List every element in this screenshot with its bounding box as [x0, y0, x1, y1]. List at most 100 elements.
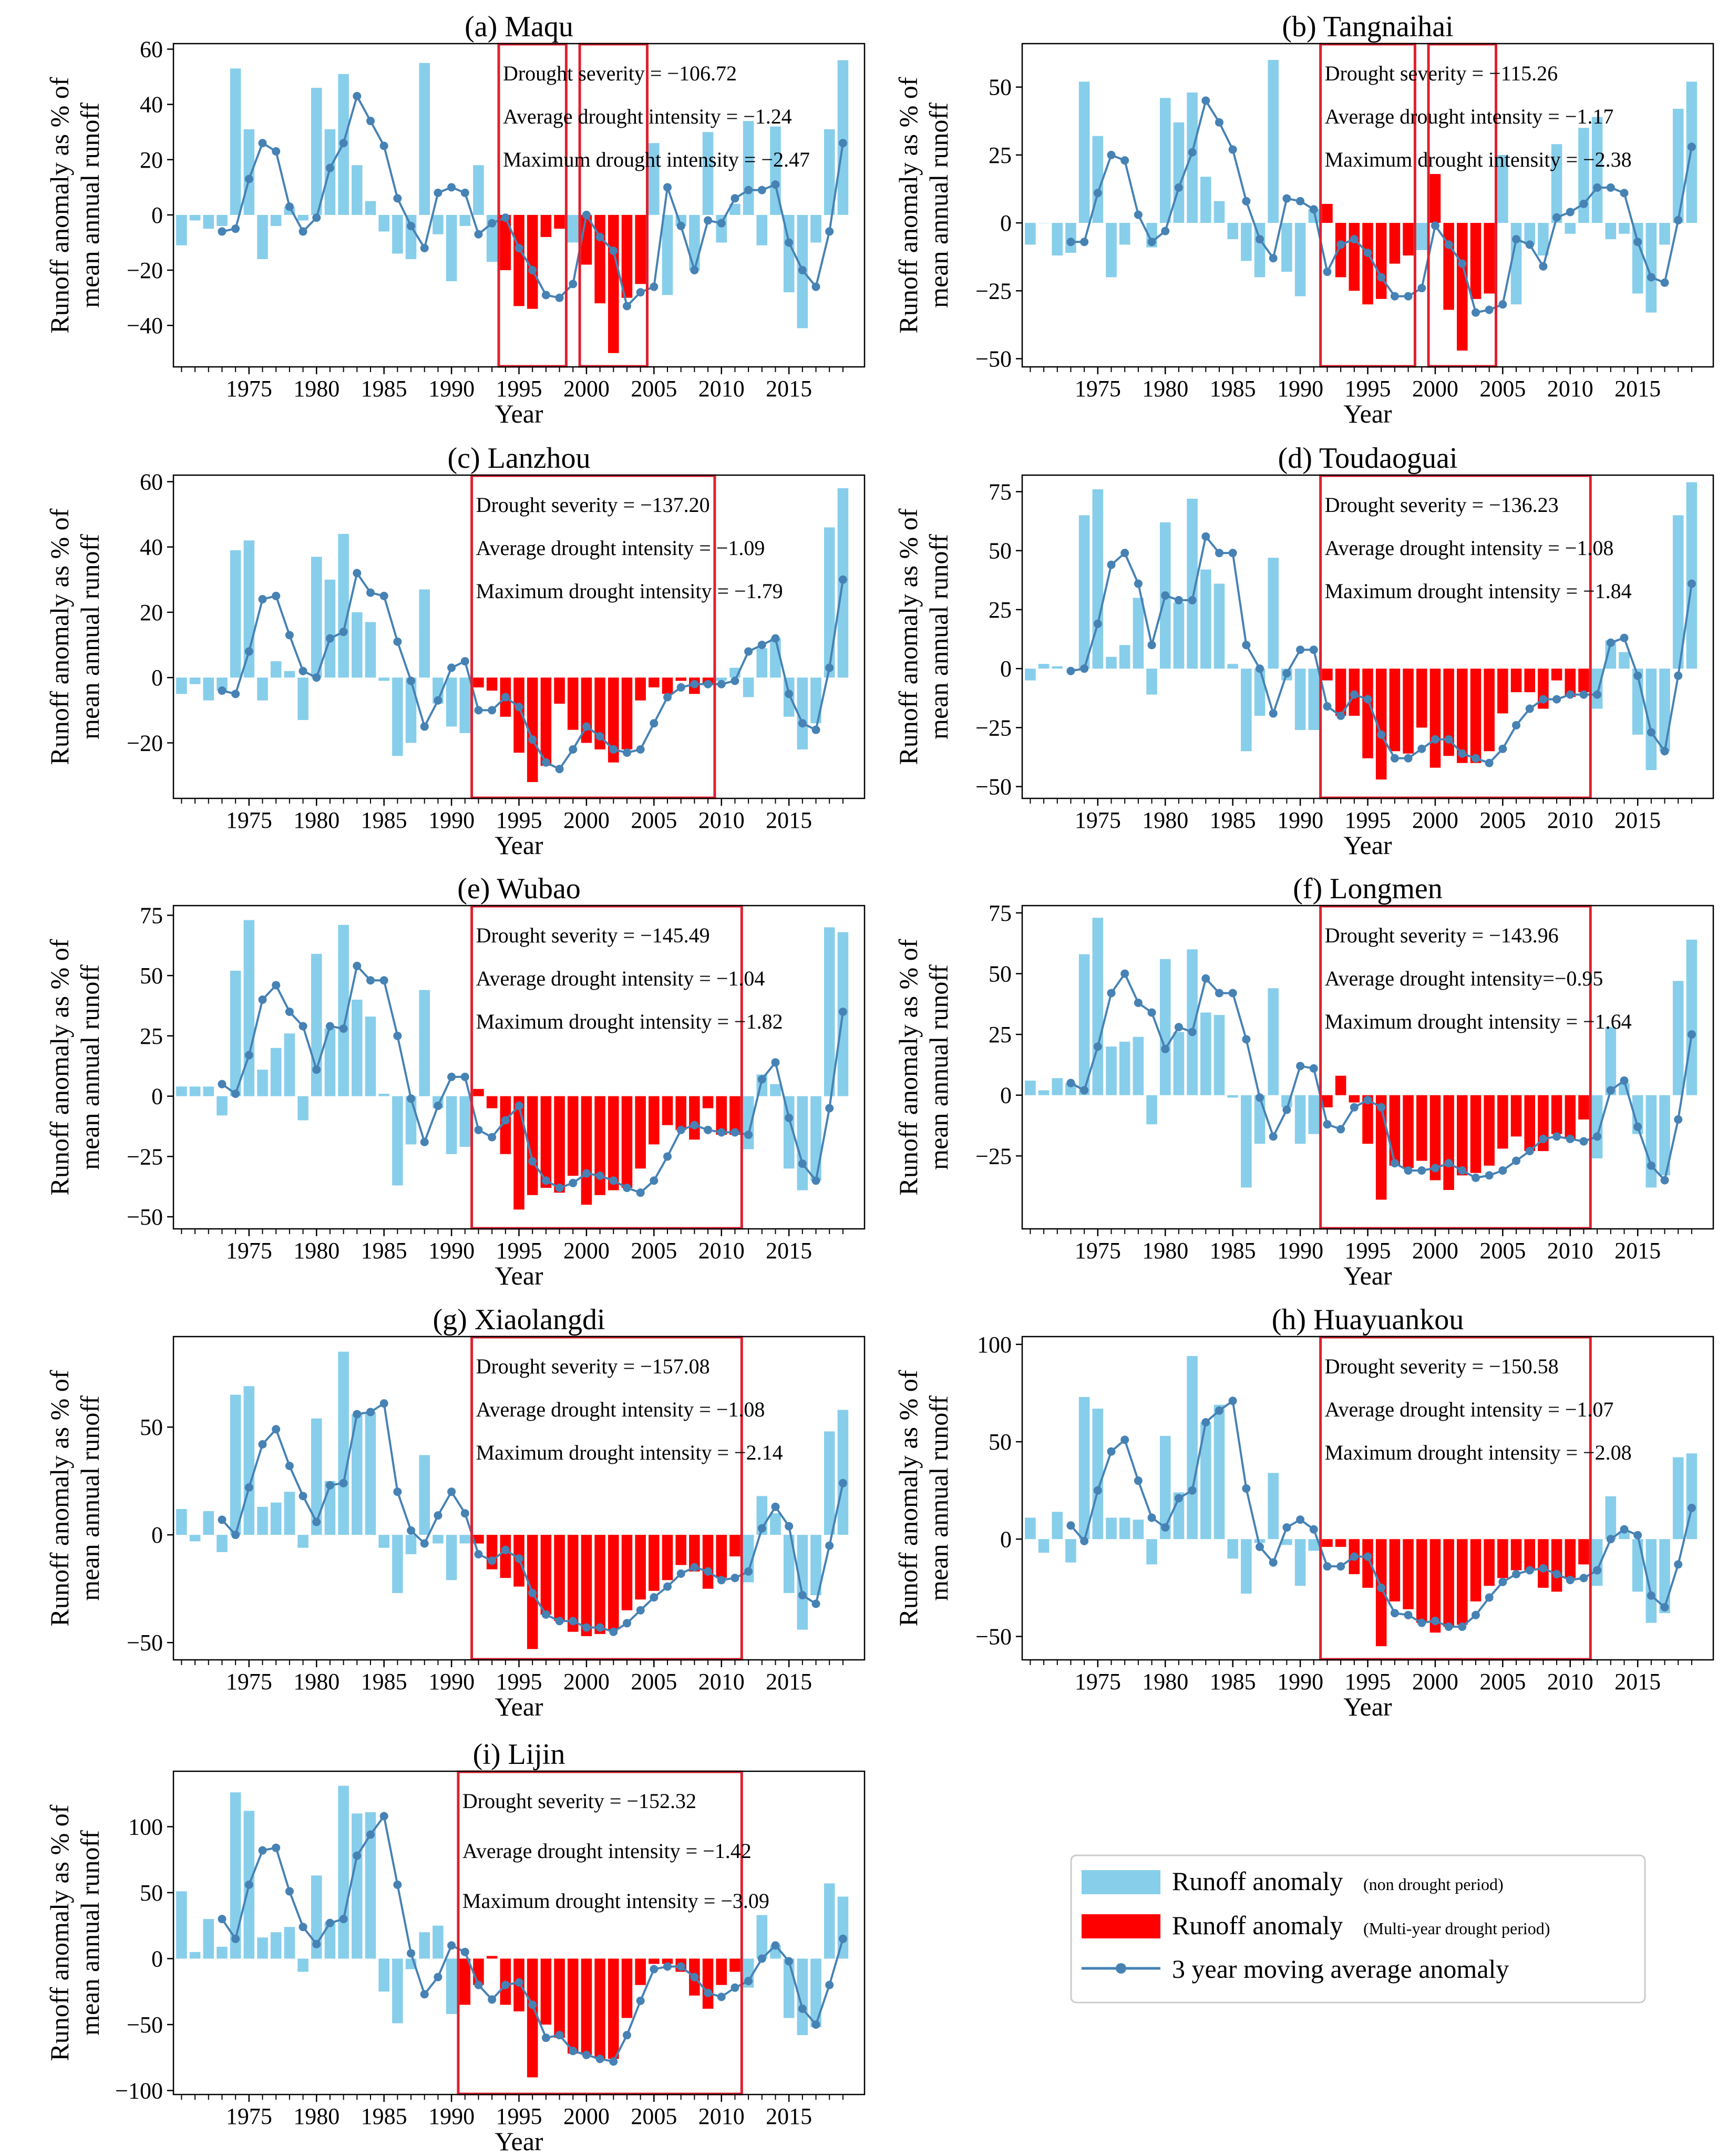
y-tick-label: 40 — [140, 92, 163, 118]
bar — [446, 214, 457, 282]
bar — [837, 60, 849, 215]
moving-average-point — [312, 213, 321, 222]
moving-average-point — [1566, 1134, 1575, 1143]
moving-average-point — [366, 976, 375, 985]
drought-period-box — [470, 905, 743, 1230]
bar — [1389, 1095, 1401, 1166]
bar — [1524, 223, 1535, 245]
bar — [1025, 1517, 1036, 1539]
moving-average-point — [744, 1567, 753, 1576]
moving-average-point — [744, 186, 753, 194]
drought-annotation: Maximum drought intensity = −2.38 — [1325, 148, 1632, 171]
bar — [203, 677, 214, 701]
bar — [770, 1513, 781, 1535]
bar — [1119, 645, 1130, 669]
bar — [702, 1535, 714, 1589]
bar — [621, 1958, 633, 2018]
moving-average-point — [244, 647, 253, 656]
bar — [486, 1096, 498, 1108]
drought-annotation: Drought severity = −136.23 — [1325, 493, 1559, 517]
bar — [1213, 1404, 1225, 1539]
bar — [324, 579, 336, 678]
moving-average-point — [1606, 183, 1615, 192]
bar — [554, 1958, 565, 2038]
y-tick-label: −25 — [975, 715, 1012, 741]
moving-average-point — [595, 2055, 604, 2063]
bar — [352, 1813, 363, 1959]
moving-average-point — [366, 588, 375, 597]
bar — [1200, 1422, 1211, 1539]
moving-average-point — [636, 1996, 645, 2005]
bar — [729, 1958, 740, 1972]
moving-average-point — [1404, 754, 1413, 763]
bar — [419, 1455, 430, 1535]
y-axis-label-line1: Runoff anomaly as % of — [893, 77, 923, 333]
moving-average-point — [1174, 1023, 1183, 1032]
y-tick-label: 0 — [1000, 656, 1012, 682]
panels: (a) Maqu −40 −20 0 20 40 60 1975 1980 1985 1990 199… — [45, 11, 1714, 2156]
moving-average-point — [1256, 235, 1264, 244]
y-tick-label: 100 — [128, 1814, 163, 1840]
moving-average-point — [636, 1188, 645, 1197]
bar — [649, 1958, 660, 1964]
moving-average-point — [704, 680, 713, 689]
drought-annotation: Drought severity = −106.72 — [503, 61, 737, 85]
moving-average-point — [420, 1990, 429, 1999]
moving-average-point — [1323, 1562, 1332, 1571]
bar — [352, 1414, 363, 1535]
moving-average-point — [1242, 197, 1251, 206]
moving-average-point — [757, 1954, 766, 1963]
bar — [378, 1535, 389, 1548]
x-tick-label: 2005 — [1479, 807, 1526, 833]
moving-average-point — [434, 1511, 443, 1520]
x-tick-label: 1990 — [428, 376, 475, 402]
bar — [635, 214, 646, 284]
bar — [689, 1535, 700, 1572]
bar — [1349, 1095, 1360, 1103]
moving-average-point — [1566, 208, 1575, 217]
moving-average-point — [650, 1593, 659, 1602]
moving-average-point — [1350, 1103, 1359, 1112]
moving-average-point — [325, 1481, 334, 1490]
bar — [176, 677, 187, 694]
moving-average-point — [690, 266, 699, 275]
bar — [392, 677, 403, 756]
moving-average-point — [1458, 259, 1467, 268]
bar — [1254, 1095, 1266, 1144]
moving-average-point — [609, 1627, 618, 1636]
moving-average-point — [1606, 638, 1615, 647]
x-tick-label: 2000 — [563, 1669, 610, 1695]
moving-average-point — [420, 1137, 429, 1146]
panel-title: (a) Maqu — [465, 11, 573, 43]
moving-average-point — [555, 1183, 564, 1192]
bar — [608, 1535, 619, 1630]
bar — [1605, 223, 1617, 240]
moving-average-point — [798, 266, 807, 275]
moving-average-point — [1282, 1105, 1291, 1114]
bar — [230, 970, 241, 1096]
moving-average-point — [1377, 1583, 1386, 1592]
bar — [1686, 482, 1698, 669]
bar — [594, 1096, 605, 1195]
moving-average-point — [1256, 664, 1264, 673]
bar — [1645, 1095, 1657, 1188]
x-tick-label: 2015 — [1614, 376, 1661, 402]
bar — [1038, 1090, 1050, 1095]
moving-average-point — [1674, 1560, 1683, 1569]
moving-average-point — [744, 647, 753, 656]
bar — [419, 589, 430, 678]
bar — [756, 648, 768, 678]
moving-average-point — [515, 1554, 523, 1563]
moving-average-point — [460, 1947, 469, 1956]
moving-average-point — [258, 1846, 267, 1855]
bar — [1173, 122, 1185, 223]
moving-average-point — [447, 663, 456, 672]
x-tick-label: 1975 — [1075, 1238, 1121, 1264]
moving-average-point — [582, 210, 591, 219]
bar — [1052, 666, 1063, 669]
moving-average-point — [1323, 702, 1332, 711]
bar — [284, 671, 295, 678]
bar — [500, 1535, 511, 1578]
moving-average-point — [353, 1851, 362, 1860]
bar — [662, 1096, 673, 1125]
